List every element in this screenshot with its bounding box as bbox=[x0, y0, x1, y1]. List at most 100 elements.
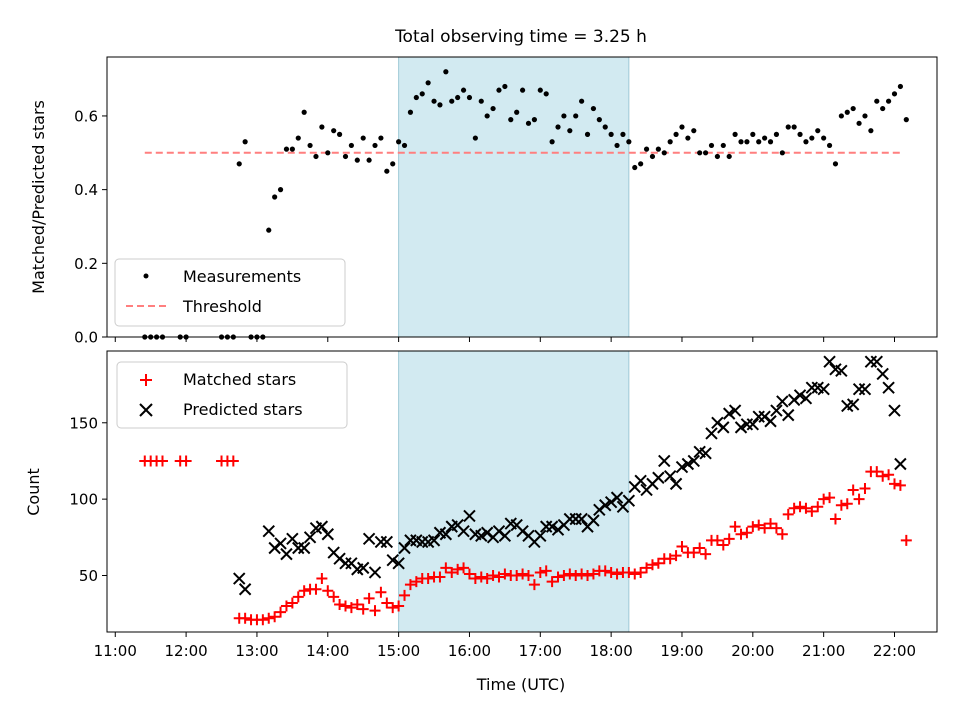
matched-star-point bbox=[670, 550, 682, 562]
measurement-point bbox=[608, 131, 614, 137]
count-x-tick-label: 15:00 bbox=[377, 642, 420, 660]
threshold-legend-label: Threshold bbox=[182, 297, 262, 316]
matched-star-point bbox=[463, 568, 475, 580]
matched-star-point bbox=[440, 562, 452, 574]
measurement-point bbox=[348, 142, 354, 149]
measurement-point bbox=[472, 135, 478, 141]
ratio-legend-box bbox=[114, 258, 346, 327]
matched-star-point bbox=[711, 534, 723, 546]
measurement-point bbox=[555, 124, 561, 130]
matched-star-point bbox=[375, 586, 387, 598]
count-y-axis: 50 100 150 bbox=[69, 414, 107, 585]
matched-star-point bbox=[528, 579, 540, 591]
measurement-point bbox=[502, 83, 508, 90]
matched-star-point bbox=[534, 566, 546, 578]
measurement-point bbox=[325, 150, 331, 156]
measurement-point bbox=[767, 139, 774, 145]
measurement-point bbox=[614, 142, 620, 149]
predicted-star-point bbox=[734, 421, 748, 434]
measurement-point bbox=[655, 146, 661, 152]
predicted-star-point bbox=[782, 408, 795, 422]
matched-star-point bbox=[334, 599, 346, 611]
measurement-point bbox=[384, 168, 390, 174]
measurement-point bbox=[649, 153, 656, 160]
ratio-y-tick-label: 0.0 bbox=[74, 329, 98, 347]
matched-star-point bbox=[446, 566, 458, 578]
measurement-point bbox=[673, 131, 679, 137]
measurement-point bbox=[307, 142, 313, 149]
predicted-star-point bbox=[368, 566, 382, 579]
matched-star-point bbox=[310, 583, 322, 595]
matched-star-point bbox=[316, 573, 328, 585]
predicted-star-point bbox=[663, 470, 677, 483]
measurement-point bbox=[419, 91, 425, 97]
predicted-star-point bbox=[622, 494, 636, 507]
measurement-point bbox=[425, 80, 431, 86]
measurement-point bbox=[401, 142, 408, 149]
measurement-point bbox=[283, 146, 290, 152]
predicted-star-point bbox=[563, 512, 577, 526]
matched-legend-marker bbox=[140, 374, 152, 386]
measurement-point bbox=[773, 131, 780, 137]
predicted-star-point bbox=[687, 454, 700, 468]
matched-star-point bbox=[859, 482, 871, 494]
ratio-legend: Measurements Threshold bbox=[114, 258, 346, 327]
predicted-star-point bbox=[858, 382, 872, 396]
predicted-star-point bbox=[728, 404, 742, 417]
matched-star-point bbox=[770, 522, 782, 534]
matched-star-point bbox=[652, 557, 664, 569]
predicted-star-point bbox=[463, 509, 476, 523]
measurement-point bbox=[372, 142, 378, 149]
measurement-point bbox=[301, 109, 307, 115]
measurement-point bbox=[702, 150, 709, 156]
matched-star-point bbox=[475, 571, 487, 583]
matched-star-point bbox=[753, 519, 765, 531]
measurement-point bbox=[880, 105, 886, 112]
predicted-star-point bbox=[339, 557, 352, 570]
measurement-point bbox=[785, 124, 791, 130]
measurement-point bbox=[484, 113, 490, 119]
matched-star-point bbox=[841, 498, 853, 510]
measurement-point bbox=[732, 131, 738, 137]
matched-star-point bbox=[522, 569, 534, 581]
matched-star-point bbox=[558, 569, 570, 581]
predicted-star-point bbox=[475, 529, 488, 542]
matched-star-point bbox=[434, 571, 446, 583]
measurement-point bbox=[596, 117, 602, 123]
measurement-point bbox=[543, 91, 549, 97]
measurement-point bbox=[826, 142, 833, 149]
matched-star-point bbox=[499, 568, 511, 580]
measurement-point bbox=[602, 124, 608, 130]
predicted-star-point bbox=[386, 554, 399, 567]
predicted-star-point bbox=[699, 447, 712, 460]
measurement-point bbox=[531, 117, 537, 123]
measurement-point bbox=[821, 135, 827, 141]
predicted-star-point bbox=[587, 514, 600, 527]
count-x-axis: 11:00 12:00 13:00 14:00 15:00 16:00 17:00 18:00… bbox=[94, 632, 916, 660]
measurement-point bbox=[584, 131, 591, 137]
predicted-star-point bbox=[380, 535, 394, 549]
matched-star-point bbox=[345, 602, 357, 614]
matched-star-point bbox=[824, 492, 836, 504]
matched-star-point bbox=[511, 569, 523, 581]
count-x-tick-label: 19:00 bbox=[660, 642, 703, 660]
measurement-point bbox=[396, 139, 402, 145]
measurement-point bbox=[638, 161, 644, 167]
measurement-point bbox=[295, 135, 301, 141]
matched-star-point bbox=[552, 571, 564, 583]
predicted-star-point bbox=[427, 534, 441, 547]
matched-star-point bbox=[788, 502, 800, 514]
measurement-point bbox=[762, 135, 768, 141]
matched-star-point bbox=[156, 455, 168, 467]
matched-star-point bbox=[835, 499, 847, 511]
predicted-star-point bbox=[658, 454, 671, 468]
measurement-point bbox=[460, 87, 467, 93]
predicted-star-point bbox=[817, 382, 830, 396]
measurement-point bbox=[903, 117, 909, 123]
matched-star-point bbox=[776, 528, 788, 540]
measurement-point bbox=[756, 139, 762, 145]
measurement-point bbox=[272, 194, 278, 200]
measurement-point bbox=[478, 98, 484, 104]
count-x-tick-label: 13:00 bbox=[235, 642, 278, 660]
